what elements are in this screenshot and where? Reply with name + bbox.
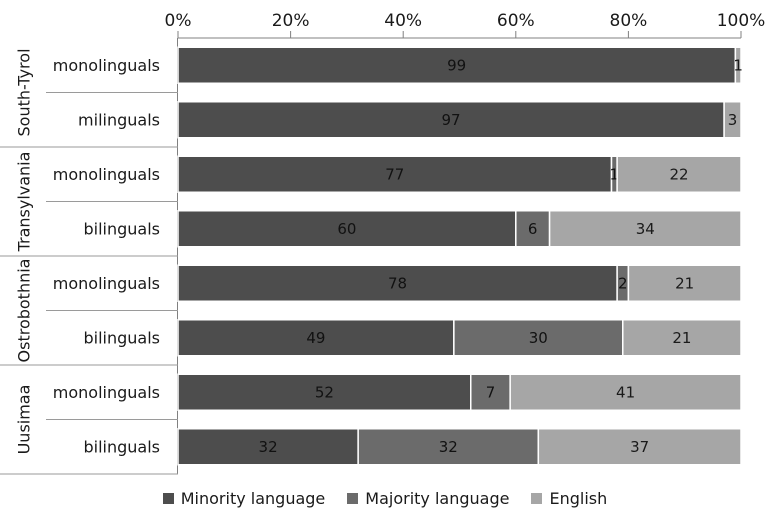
group-label: South-Tyrol — [15, 48, 34, 136]
data-label: 2 — [618, 274, 628, 292]
row-label: bilinguals — [83, 437, 160, 456]
legend-label-english: English — [549, 488, 608, 508]
data-label: 52 — [315, 383, 334, 401]
data-label: 34 — [636, 220, 655, 238]
legend-label-majority: Majority language — [365, 488, 510, 508]
x-tick-label: 100% — [717, 11, 766, 31]
bar-segment — [627, 264, 742, 302]
bar-segment — [177, 373, 472, 411]
bar-segment — [177, 264, 618, 302]
data-label: 6 — [528, 220, 538, 238]
bar-segment — [515, 210, 551, 248]
legend-swatch-english — [531, 492, 543, 504]
legend: Minority language Majority language Engl… — [0, 486, 770, 510]
legend-swatch-minority — [162, 492, 174, 504]
legend-item-english: English — [531, 486, 607, 510]
data-label: 30 — [529, 329, 548, 347]
row-label: monolinguals — [53, 165, 160, 184]
data-label: 97 — [442, 111, 461, 129]
bar-segment — [177, 101, 725, 139]
group-label: Uusimaa — [15, 385, 34, 455]
data-label: 49 — [306, 329, 325, 347]
x-tick-label: 40% — [384, 11, 422, 31]
data-label: 7 — [486, 383, 496, 401]
row-label: monolinguals — [53, 274, 160, 293]
row-label: monolinguals — [53, 383, 160, 402]
data-label: 77 — [385, 165, 404, 183]
data-label: 41 — [616, 383, 635, 401]
legend-label-minority: Minority language — [180, 488, 326, 508]
data-label: 32 — [259, 438, 278, 456]
data-label: 37 — [630, 438, 649, 456]
bar-segment — [723, 101, 742, 139]
bar-segment — [509, 373, 742, 411]
bar-segment — [537, 428, 742, 466]
data-label: 1 — [733, 56, 743, 74]
data-label: 21 — [672, 329, 691, 347]
x-tick-label: 60% — [497, 11, 535, 31]
data-label: 22 — [670, 165, 689, 183]
row-label: milinguals — [78, 110, 160, 129]
x-tick-label: 0% — [165, 11, 192, 31]
legend-item-majority: Majority language — [347, 486, 509, 510]
bar-segment — [734, 46, 742, 84]
data-label: 99 — [447, 56, 466, 74]
legend-swatch-majority — [347, 492, 359, 504]
data-label: 60 — [337, 220, 356, 238]
group-label: Transylvania — [15, 152, 34, 253]
row-label: bilinguals — [83, 328, 160, 347]
legend-item-minority: Minority language — [162, 486, 326, 510]
data-label: 1 — [610, 165, 620, 183]
group-label: Ostrobothnia — [15, 259, 34, 363]
stacked-bar-chart: 0% 20% 40% 60% 80% 100% South-Tyrol monolingual… — [0, 11, 766, 475]
data-label: 3 — [728, 111, 738, 129]
bar-segment — [622, 319, 742, 357]
x-tick-label: 20% — [272, 11, 310, 31]
bar-segment — [453, 319, 624, 357]
data-label: 32 — [439, 438, 458, 456]
bar-segment — [616, 155, 742, 193]
bar-segment — [177, 210, 517, 248]
data-label: 78 — [388, 274, 407, 292]
row-label: bilinguals — [83, 219, 160, 238]
bar-segment — [548, 210, 742, 248]
data-label: 21 — [675, 274, 694, 292]
x-tick-label: 80% — [610, 11, 648, 31]
bar-segment — [177, 428, 359, 466]
bar-segment — [357, 428, 540, 466]
row-label: monolinguals — [53, 56, 160, 75]
